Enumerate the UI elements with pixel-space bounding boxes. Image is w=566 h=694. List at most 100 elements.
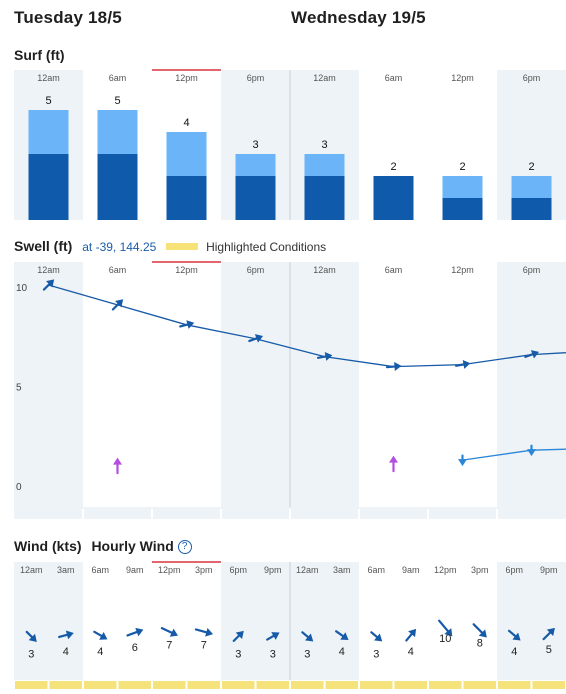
wind-direction-arrow-head (205, 627, 214, 637)
wind-direction-arrow (472, 623, 487, 638)
surf-bar-min (28, 154, 69, 220)
surf-data-label: 3 (252, 139, 258, 151)
swell-secondary-arrow-head (527, 449, 536, 457)
help-icon[interactable]: ? (177, 540, 192, 555)
highlight-legend-label: Highlighted Conditions (206, 240, 327, 254)
wind-shade-band (290, 562, 359, 680)
wind-direction-arrow-head (340, 632, 349, 640)
wind-speed-label: 3 (373, 648, 379, 660)
wind-speed-label: 4 (339, 646, 345, 658)
surf-data-label: 2 (390, 161, 396, 173)
wind-speed-label: 4 (408, 646, 414, 658)
wind-speed-label: 7 (201, 640, 207, 652)
wind-direction-arrow (507, 629, 521, 641)
swell-time-label: 6pm (523, 265, 541, 275)
swell-time-label: 6am (109, 265, 127, 275)
swell-direction-arrow (454, 360, 471, 369)
wind-direction-arrow-head (28, 633, 37, 642)
wind-direction-arrow (438, 619, 453, 637)
surf-bar-min (304, 176, 345, 220)
wind-time-label: 6pm (229, 565, 247, 575)
wind-speed-label: 4 (63, 646, 69, 658)
swell-direction-arrow-head (324, 352, 333, 361)
wind-direction-arrow (370, 631, 383, 642)
wind-direction-arrow-head (478, 629, 487, 638)
wind-direction-arrow (160, 627, 178, 637)
surf-data-label: 4 (183, 117, 189, 129)
wind-direction-arrow-head (65, 630, 74, 640)
wind-time-label: 12am (20, 565, 43, 575)
swell-section-title: Swell (ft) (14, 238, 73, 254)
wind-time-label: 3pm (471, 565, 489, 575)
wind-direction-arrow (301, 631, 314, 642)
wind-direction-arrow-shaft (438, 619, 451, 635)
wind-direction-arrow (542, 627, 555, 641)
swell-direction-arrow-head (115, 299, 124, 308)
wind-direction-arrow-head (512, 632, 521, 641)
swell-secondary-arrow-head (458, 459, 467, 467)
swell-location[interactable]: at -39, 144.25 (82, 240, 157, 254)
wind-highlight-cell (222, 681, 255, 689)
wind-direction-arrow-head (546, 627, 555, 636)
wind-direction-arrow-head (135, 627, 144, 637)
swell-shade-band (14, 262, 83, 507)
wind-section-title: Wind (kts) (14, 538, 82, 554)
day-title-wednesday: Wednesday 19/5 (291, 8, 426, 27)
wind-highlight-cell (498, 681, 531, 689)
swell-y-tick-label: 10 (16, 283, 28, 294)
swell-time-label: 6am (385, 265, 403, 275)
wind-shade-band (14, 562, 83, 680)
swell-direction-arrow-head (46, 279, 55, 288)
wind-highlight-cell (118, 681, 151, 689)
swell-y-tick-label: 0 (16, 482, 22, 493)
swell-time-label: 12pm (451, 265, 474, 275)
surf-time-label: 6pm (247, 73, 265, 83)
wind-time-label: 3pm (195, 565, 213, 575)
wind-highlight-cell (256, 681, 289, 689)
wind-highlight-cell (153, 681, 186, 689)
wind-direction-arrow (194, 627, 214, 637)
wind-time-label: 12pm (434, 565, 457, 575)
swell-time-label: 12pm (175, 265, 198, 275)
surf-time-label: 6am (109, 73, 127, 83)
surf-bar-min (235, 176, 276, 220)
wind-time-label: 9am (126, 565, 144, 575)
wind-time-label: 3am (333, 565, 351, 575)
surf-bar-min (442, 198, 483, 220)
swell-direction-arrow (42, 279, 55, 291)
wind-subtitle[interactable]: Hourly Wind (91, 538, 174, 554)
wind-speed-label: 5 (546, 644, 552, 656)
swell-shade-band (290, 262, 359, 507)
swell-marker-arrow (389, 455, 398, 473)
wind-time-label: 9am (402, 565, 420, 575)
surf-data-label: 2 (459, 161, 465, 173)
surf-data-label: 5 (114, 95, 120, 107)
swell-direction-arrow (385, 362, 402, 371)
wind-time-label: 12am (296, 565, 319, 575)
wind-speed-label: 4 (97, 646, 103, 658)
swell-direction-arrow (179, 320, 195, 329)
wind-time-label: 9pm (264, 565, 282, 575)
wind-highlight-cell (532, 681, 565, 689)
wind-direction-arrow-head (271, 632, 280, 640)
surf-time-label: 12am (313, 73, 336, 83)
surf-time-label: 12pm (451, 73, 474, 83)
surf-bar-min (166, 176, 207, 220)
surf-bar-min (511, 198, 552, 220)
day-title-tuesday: Tuesday 18/5 (14, 8, 122, 27)
swell-direction-arrow (111, 299, 124, 311)
wind-time-label: 6am (91, 565, 109, 575)
swell-y-tick-label: 5 (16, 383, 22, 394)
wind-speed-label: 10 (439, 633, 451, 645)
swell-marker-arrow (113, 457, 122, 475)
wind-highlight-cell (360, 681, 393, 689)
wind-highlight-cell (325, 681, 358, 689)
wind-speed-label: 3 (270, 648, 276, 660)
swell-direction-arrow-head (462, 360, 471, 369)
highlight-legend-swatch (166, 242, 199, 250)
wind-direction-arrow (93, 630, 108, 640)
surf-time-label: 6am (385, 73, 403, 83)
wind-speed-label: 4 (511, 646, 517, 658)
wind-highlight-cell (291, 681, 324, 689)
wind-shade-band (221, 562, 290, 680)
